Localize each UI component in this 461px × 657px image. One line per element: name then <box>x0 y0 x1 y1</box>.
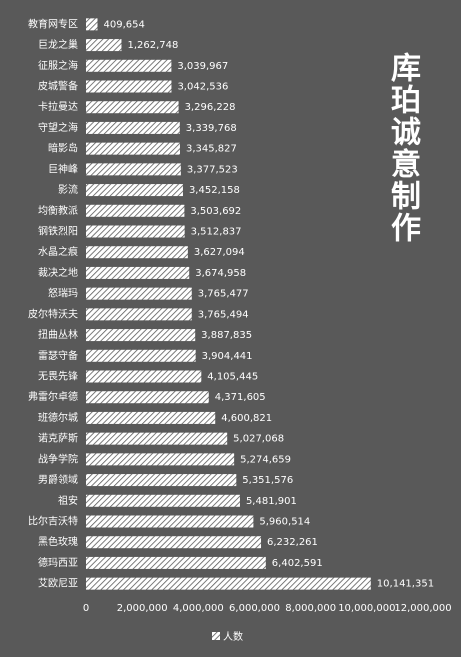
bar <box>86 121 180 134</box>
y-tick-label: 钢铁烈阳 <box>38 225 78 238</box>
bar <box>86 163 181 176</box>
data-label: 3,377,523 <box>187 164 238 175</box>
bar <box>86 536 262 549</box>
x-tick-label: 0 <box>83 603 89 614</box>
y-tick-label: 裁决之地 <box>38 266 78 279</box>
y-tick-label: 皮城警备 <box>38 80 78 93</box>
bar <box>86 411 216 424</box>
data-label: 4,371,605 <box>215 392 266 403</box>
bar <box>86 556 266 569</box>
bar <box>86 308 192 321</box>
data-label: 3,512,837 <box>191 227 242 238</box>
data-label: 4,105,445 <box>207 372 258 383</box>
y-tick-label: 比尔吉沃特 <box>28 515 78 528</box>
bar <box>86 474 237 487</box>
bar <box>86 225 185 238</box>
y-tick-label: 暗影岛 <box>48 142 78 155</box>
x-tick-label: 4,000,000 <box>173 603 224 614</box>
bar <box>86 39 122 52</box>
y-tick-label: 水晶之痕 <box>38 245 78 258</box>
bar <box>86 349 196 362</box>
bar <box>86 515 254 528</box>
data-label: 3,887,835 <box>201 330 252 341</box>
data-label: 3,296,228 <box>185 102 236 113</box>
y-tick-label: 诺克萨斯 <box>38 432 78 445</box>
bar <box>86 59 172 72</box>
y-tick-label: 男爵领域 <box>38 473 78 486</box>
data-label: 5,027,068 <box>233 434 284 445</box>
y-tick-label: 黑色玫瑰 <box>38 535 78 548</box>
data-label: 1,262,748 <box>127 40 178 51</box>
data-label: 5,960,514 <box>259 517 310 528</box>
x-tick-label: 8,000,000 <box>285 603 336 614</box>
y-tick-label: 影流 <box>58 183 78 196</box>
data-label: 409,654 <box>104 19 145 30</box>
bar <box>86 204 185 217</box>
data-label: 10,141,351 <box>377 579 434 590</box>
bar <box>86 266 190 279</box>
y-tick-label: 祖安 <box>58 494 78 507</box>
data-label: 3,904,441 <box>202 351 253 362</box>
y-tick-label: 皮尔特沃夫 <box>28 307 78 320</box>
bar <box>86 432 228 445</box>
data-label: 5,481,901 <box>246 496 297 507</box>
data-label: 4,600,821 <box>221 413 272 424</box>
legend-label: 人数 <box>223 630 243 643</box>
data-label: 3,503,692 <box>190 206 241 217</box>
annotation: 库珀诚意制作 <box>385 52 420 244</box>
x-tick-label: 6,000,000 <box>229 603 280 614</box>
y-tick-label: 战争学院 <box>38 452 78 465</box>
data-label: 3,765,477 <box>198 289 249 300</box>
bar <box>86 391 209 404</box>
legend-swatch <box>212 632 220 640</box>
bar <box>86 577 371 590</box>
data-label: 5,351,576 <box>242 475 293 486</box>
y-tick-label: 守望之海 <box>38 121 78 134</box>
y-tick-label: 卡拉曼达 <box>38 100 78 113</box>
bar <box>86 494 240 507</box>
y-tick-label: 均衡教派 <box>38 204 78 217</box>
y-tick-label: 德玛西亚 <box>38 556 78 569</box>
data-label: 3,339,768 <box>186 123 237 134</box>
y-tick-label: 征服之海 <box>38 59 78 72</box>
y-tick-label: 巨龙之巢 <box>38 38 78 51</box>
bar <box>86 101 179 114</box>
data-label: 3,345,827 <box>186 144 237 155</box>
y-tick-label: 无畏先锋 <box>38 370 78 383</box>
x-tick-label: 10,000,000 <box>338 603 395 614</box>
y-tick-label: 弗雷尔卓德 <box>28 390 78 403</box>
data-label: 3,674,958 <box>195 268 246 279</box>
bar <box>86 18 98 31</box>
y-tick-label: 怒瑞玛 <box>48 287 78 300</box>
y-tick-label: 教育网专区 <box>28 17 78 30</box>
bar <box>86 80 172 93</box>
data-label: 5,274,659 <box>240 454 291 465</box>
y-tick-label: 扭曲丛林 <box>38 328 78 341</box>
bar <box>86 184 183 197</box>
y-tick-label: 雷瑟守备 <box>38 349 78 362</box>
bar <box>86 142 180 155</box>
x-tick-label: 12,000,000 <box>394 603 451 614</box>
data-label: 3,627,094 <box>194 247 245 258</box>
data-label: 3,765,494 <box>198 309 249 320</box>
data-label: 6,402,591 <box>272 558 323 569</box>
data-label: 6,232,261 <box>267 537 318 548</box>
x-tick-label: 2,000,000 <box>117 603 168 614</box>
y-tick-label: 巨神峰 <box>48 162 78 175</box>
bar <box>86 287 192 300</box>
data-label: 3,452,158 <box>189 185 240 196</box>
bar <box>86 246 188 259</box>
bar <box>86 329 196 342</box>
y-tick-label: 艾欧尼亚 <box>38 578 78 590</box>
bar <box>86 453 235 466</box>
bar <box>86 370 202 383</box>
data-label: 3,039,967 <box>177 61 228 72</box>
y-tick-label: 班德尔城 <box>38 411 78 424</box>
data-label: 3,042,536 <box>177 82 228 93</box>
